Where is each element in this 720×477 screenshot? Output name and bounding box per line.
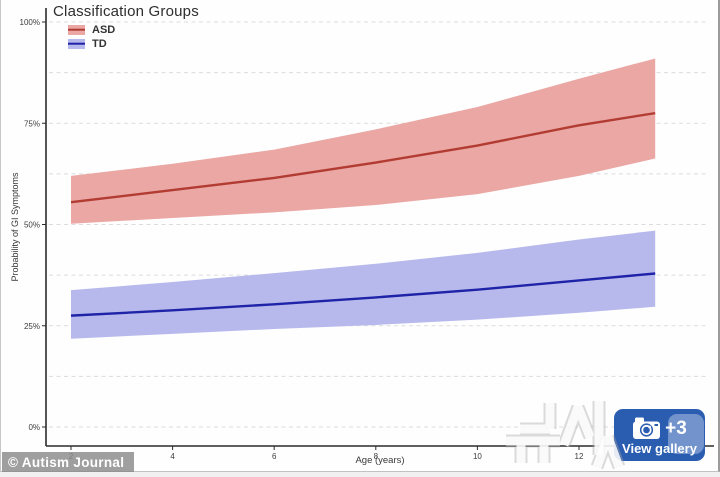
photo-credit-badge: © Autism Journal <box>2 452 135 472</box>
page-bottom-strip <box>0 472 720 477</box>
chart-legend-items: ASD TD <box>68 23 199 50</box>
camera-icon <box>633 417 661 439</box>
y-tick-label: 50% <box>24 221 40 230</box>
td-confidence-band <box>71 230 656 339</box>
asd-confidence-band <box>71 58 656 224</box>
legend-key-line <box>68 42 85 45</box>
gallery-button-top: +3 <box>632 416 687 440</box>
y-tick-label: 25% <box>24 322 40 331</box>
legend-label-asd: ASD <box>92 23 116 36</box>
legend-title: Classification Groups <box>53 3 199 20</box>
chart-legend: Classification Groups ASD TD <box>53 3 199 51</box>
view-gallery-button[interactable]: +3 View gallery <box>614 409 705 461</box>
y-axis-title: Probability of GI Symptoms <box>10 172 20 282</box>
x-tick-label: 12 <box>575 452 584 461</box>
x-tick-label: 6 <box>272 452 277 461</box>
legend-label-td: TD <box>92 37 107 50</box>
view-gallery-label: View gallery <box>622 441 697 456</box>
legend-key-asd <box>68 24 85 35</box>
td-fit-line <box>70 272 656 317</box>
x-axis-title: Age (years) <box>355 455 405 466</box>
y-tick-label: 100% <box>20 18 40 27</box>
legend-item-asd: ASD <box>68 23 199 36</box>
legend-key-line <box>68 28 85 31</box>
asd-fit-line <box>70 111 656 204</box>
x-tick-label: 10 <box>473 452 482 461</box>
x-tick-label: 8 <box>374 452 379 461</box>
legend-item-td: TD <box>68 37 199 50</box>
legend-key-td <box>68 38 85 49</box>
gallery-count-badge: +3 <box>665 417 687 439</box>
y-tick-label: 75% <box>24 119 40 128</box>
x-tick-label: 4 <box>170 452 175 461</box>
y-tick-label: 0% <box>28 423 40 432</box>
